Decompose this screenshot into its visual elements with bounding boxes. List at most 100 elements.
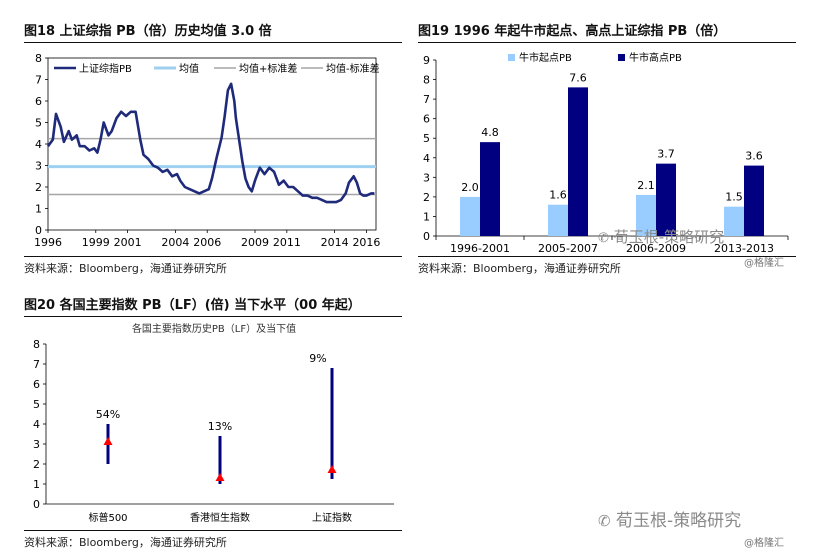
y-tick-label: 8 [33, 338, 40, 351]
y-tick-label: 0 [35, 224, 42, 237]
legend-label: 牛市高点PB [629, 51, 682, 64]
y-tick-label: 2 [33, 458, 40, 471]
plot-frame [47, 57, 377, 231]
legend-label: 均值 [179, 62, 199, 75]
legend-swatch [508, 54, 515, 61]
x-tick-label: 2016 [352, 236, 380, 249]
x-category-label: 上证指数 [312, 511, 352, 524]
fig20-bottom-rule [24, 530, 402, 531]
y-tick-label: 0 [33, 498, 40, 511]
fig20-title-rule [24, 316, 402, 317]
bar-start [460, 196, 480, 236]
x-tick-label: 2004 [161, 236, 189, 249]
pb-series-line [46, 82, 375, 204]
fig18-bottom-rule [24, 256, 402, 257]
legend-label: 均值+标准差 [239, 62, 297, 75]
fig19-bottom-rule [418, 256, 796, 257]
wechat-icon: ✆ [598, 231, 609, 246]
y-tick-label: 6 [35, 95, 42, 108]
watermark-brand-text: 荀玉根-策略研究 [613, 228, 725, 246]
y-tick-label: 1 [35, 203, 42, 216]
bar-data-label: 3.6 [745, 150, 763, 163]
x-tick-label: 2009 [241, 236, 269, 249]
y-tick-label: 2 [35, 181, 42, 194]
y-tick-label: 1 [423, 210, 430, 223]
percentile-label: 9% [309, 352, 326, 365]
y-tick-label: 6 [33, 378, 40, 391]
y-tick-label: 3 [423, 171, 430, 184]
y-tick-label: 4 [35, 138, 42, 151]
y-tick-label: 7 [35, 74, 42, 87]
fig18-panel: 图18 上证综指 PB（倍）历史均值 3.0 倍 0 1 2 3 4 5 6 7 8 1996 19… [24, 20, 402, 280]
y-tick-label: 8 [423, 74, 430, 87]
fig20-panel: 图20 各国主要指数 PB（LF）(倍) 当下水平（00 年起） 各国主要指数历… [24, 294, 402, 554]
bar-data-label: 2.1 [637, 179, 655, 192]
legend-label: 均值-标准差 [326, 62, 380, 75]
bar-start [724, 206, 744, 236]
y-tick-label: 4 [33, 418, 40, 431]
fig20-title: 图20 各国主要指数 PB（LF）(倍) 当下水平（00 年起） [24, 298, 361, 313]
y-tick-label: 6 [423, 113, 430, 126]
y-tick-label: 1 [33, 478, 40, 491]
bar-start [636, 194, 656, 236]
y-tick-label: 7 [33, 358, 40, 371]
fig19-title-rule [418, 42, 796, 43]
fig19-source: 资料来源：Bloomberg，海通证券研究所 [418, 262, 621, 275]
fig20-chart: 各国主要指数历史PB（LF）及当下值 0 1 2 3 4 5 6 7 8 54% 标普500 13% 香港… [33, 322, 394, 524]
fig18-source: 资料来源：Bloomberg，海通证券研究所 [24, 262, 227, 275]
fig19-chart: 0 1 2 3 4 5 6 7 8 9 2.0 4.8 1996-2001 1.6 7.6 2005-2007… [423, 51, 789, 255]
wechat-icon: ✆ [598, 512, 611, 530]
x-tick-label: 1999 [82, 236, 110, 249]
x-category-label: 香港恒生指数 [190, 511, 250, 524]
fig18-title: 图18 上证综指 PB（倍）历史均值 3.0 倍 [24, 24, 272, 39]
fig19-title: 图19 1996 年起牛市起点、高点上证综指 PB（倍） [418, 24, 727, 39]
bar-start [548, 204, 568, 236]
y-tick-label: 0 [423, 230, 430, 243]
current-pb-marker [215, 473, 225, 481]
watermark-site-top: @格隆汇 [744, 258, 784, 269]
current-pb-marker [103, 437, 113, 445]
bar-data-label: 2.0 [461, 181, 479, 194]
legend-label: 牛市起点PB [519, 51, 572, 64]
watermark-brand-text: 荀玉根-策略研究 [615, 511, 742, 531]
y-tick-label: 9 [423, 54, 430, 67]
bar-peak [568, 87, 588, 236]
bar-data-label: 7.6 [569, 71, 587, 84]
current-pb-marker [327, 465, 337, 473]
watermark-brand-top: ✆ 荀玉根-策略研究 [598, 226, 724, 247]
x-category-label: 标普500 [88, 511, 127, 524]
x-tick-label: 2006 [193, 236, 221, 249]
x-category-label: 2005-2007 [538, 242, 598, 255]
legend-swatch [618, 54, 625, 61]
watermark-brand-bottom: ✆ 荀玉根-策略研究 [598, 506, 741, 531]
percentile-label: 54% [96, 408, 120, 421]
x-tick-label: 2011 [273, 236, 301, 249]
bar-data-label: 3.7 [657, 148, 675, 161]
bar-data-label: 4.8 [481, 126, 499, 139]
fig19-panel: 图19 1996 年起牛市起点、高点上证综指 PB（倍） 0 1 2 3 4 5 6 7 8 9 2… [418, 20, 796, 280]
fig18-title-rule [24, 42, 402, 43]
y-tick-label: 7 [423, 93, 430, 106]
y-tick-label: 5 [423, 132, 430, 145]
percentile-label: 13% [208, 420, 232, 433]
y-tick-label: 5 [33, 398, 40, 411]
y-tick-label: 5 [35, 117, 42, 130]
y-tick-label: 8 [35, 52, 42, 65]
bar-data-label: 1.5 [725, 191, 743, 204]
x-tick-label: 2014 [321, 236, 349, 249]
bar-data-label: 1.6 [549, 189, 567, 202]
x-category-label: 2006-2009 [626, 242, 686, 255]
x-category-label: 1996-2001 [450, 242, 510, 255]
fig18-chart: 0 1 2 3 4 5 6 7 8 1996 1999 2001 2004 2006 2009 2011 201… [34, 52, 380, 249]
y-tick-label: 3 [35, 160, 42, 173]
y-tick-label: 4 [423, 152, 430, 165]
chart-title: 各国主要指数历史PB（LF）及当下值 [132, 322, 296, 335]
fig20-source: 资料来源：Bloomberg，海通证券研究所 [24, 536, 227, 549]
bar-peak [744, 165, 764, 236]
legend-label: 上证综指PB [79, 62, 132, 75]
x-category-label: 2013-2013 [714, 242, 774, 255]
bar-peak [656, 163, 676, 236]
y-tick-label: 2 [423, 191, 430, 204]
y-tick-label: 3 [33, 438, 40, 451]
x-tick-label: 2001 [114, 236, 142, 249]
